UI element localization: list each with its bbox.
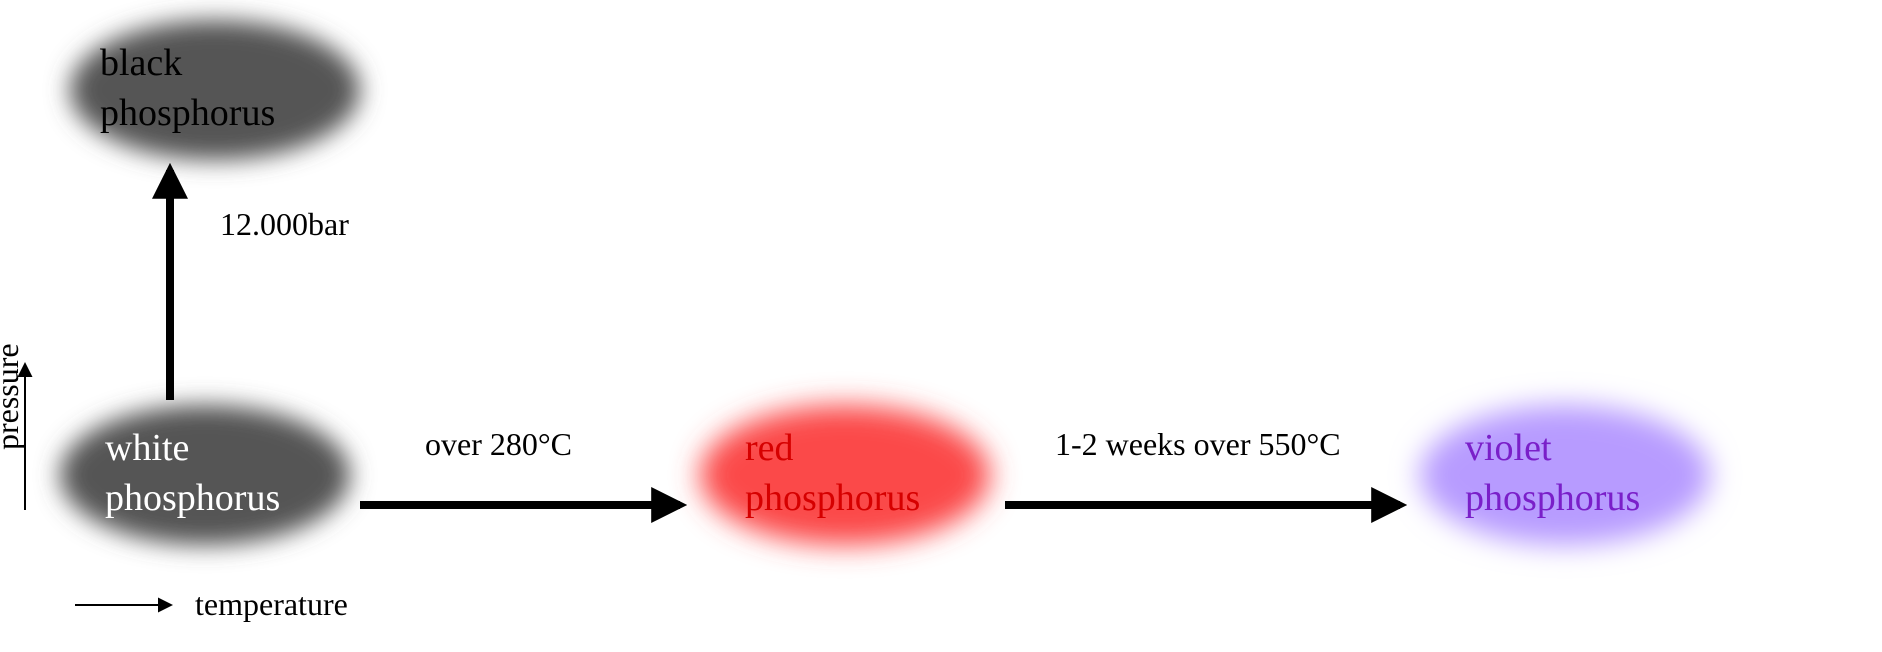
- edge-white_to_red-label: over 280°C: [425, 426, 572, 462]
- node-black-label-line2: phosphorus: [100, 92, 275, 134]
- node-black-phosphorus: [70, 20, 360, 160]
- node-violet-phosphorus: [1420, 405, 1710, 545]
- edge-white_to_black-label: 12.000bar: [220, 206, 349, 242]
- edge-red_to_violet-label: 1-2 weeks over 550°C: [1055, 426, 1341, 462]
- node-black-label-line1: black: [100, 42, 182, 84]
- node-red-phosphorus: [700, 405, 990, 545]
- axis-pressure-label: pressure: [0, 343, 25, 450]
- node-violet-label-line1: violet: [1465, 427, 1552, 469]
- node-red-label-line2: phosphorus: [745, 477, 920, 519]
- node-white-label-line1: white: [105, 427, 189, 469]
- node-white-phosphorus: [60, 405, 350, 545]
- node-white-label-line2: phosphorus: [105, 477, 280, 519]
- node-red-label-line1: red: [745, 427, 794, 469]
- axis-temperature-label: temperature: [195, 586, 348, 622]
- node-violet-label-line2: phosphorus: [1465, 477, 1640, 519]
